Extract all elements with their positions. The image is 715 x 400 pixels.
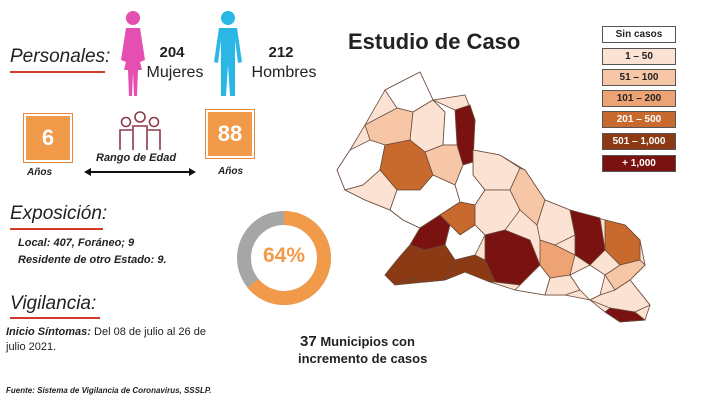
percentage-label: 64% <box>262 244 306 267</box>
percentage-donut <box>237 211 331 305</box>
exposure-line1: Local: 407, Foráneo; 9 <box>18 237 135 249</box>
men-count: 212 <box>268 44 294 61</box>
surveillance-line: Inicio Síntomas: Del 08 de julio al 26 d… <box>6 325 226 355</box>
municipios-text1: Municipios con <box>320 334 415 349</box>
legend-item-51-100: 51 – 100 <box>602 69 676 86</box>
women-label: Mujeres <box>146 64 204 81</box>
map-title: Estudio de Caso <box>348 29 521 54</box>
age-max-unit: Años <box>218 166 243 177</box>
legend-item-plus-1000: + 1,000 <box>602 155 676 172</box>
personales-underline <box>10 71 105 73</box>
age-min-unit: Años <box>27 167 52 178</box>
exposure-line2: Residente de otro Estado: 9. <box>18 254 167 266</box>
people-group-icon <box>119 111 161 150</box>
source-note: Fuente: Sistema de Vigilancia de Coronav… <box>6 386 212 395</box>
municipality-map <box>336 71 651 323</box>
personales-heading: Personales: <box>10 46 111 67</box>
municipios-count: 37 <box>300 333 317 350</box>
surveillance-heading: Vigilancia: <box>10 293 97 314</box>
woman-icon <box>121 11 145 96</box>
age-max-box: 88 <box>206 110 254 158</box>
women-count: 204 <box>159 44 185 61</box>
surveillance-underline <box>10 317 100 319</box>
man-icon <box>214 11 242 96</box>
surveillance-line-text: Del 08 de julio al 26 de julio 2021. <box>6 326 206 353</box>
surveillance-line-label: Inicio Síntomas: <box>6 326 91 338</box>
legend-item-sin-casos: Sin casos <box>602 26 676 43</box>
exposure-underline <box>10 228 103 230</box>
double-arrow-icon <box>84 168 196 176</box>
municipios-text2: incremento de casos <box>298 351 428 366</box>
legend-item-101-200: 101 – 200 <box>602 90 676 107</box>
men-label: Hombres <box>251 64 317 81</box>
legend-item-201-500: 201 – 500 <box>602 111 676 128</box>
age-min-box: 6 <box>24 114 72 162</box>
legend-item-1-50: 1 – 50 <box>602 48 676 65</box>
legend-item-501-1000: 501 – 1,000 <box>602 133 676 150</box>
age-range-label: Rango de Edad <box>96 152 177 164</box>
municipios-line1: 37 Municipios con <box>300 333 415 350</box>
exposure-heading: Exposición: <box>10 203 108 224</box>
